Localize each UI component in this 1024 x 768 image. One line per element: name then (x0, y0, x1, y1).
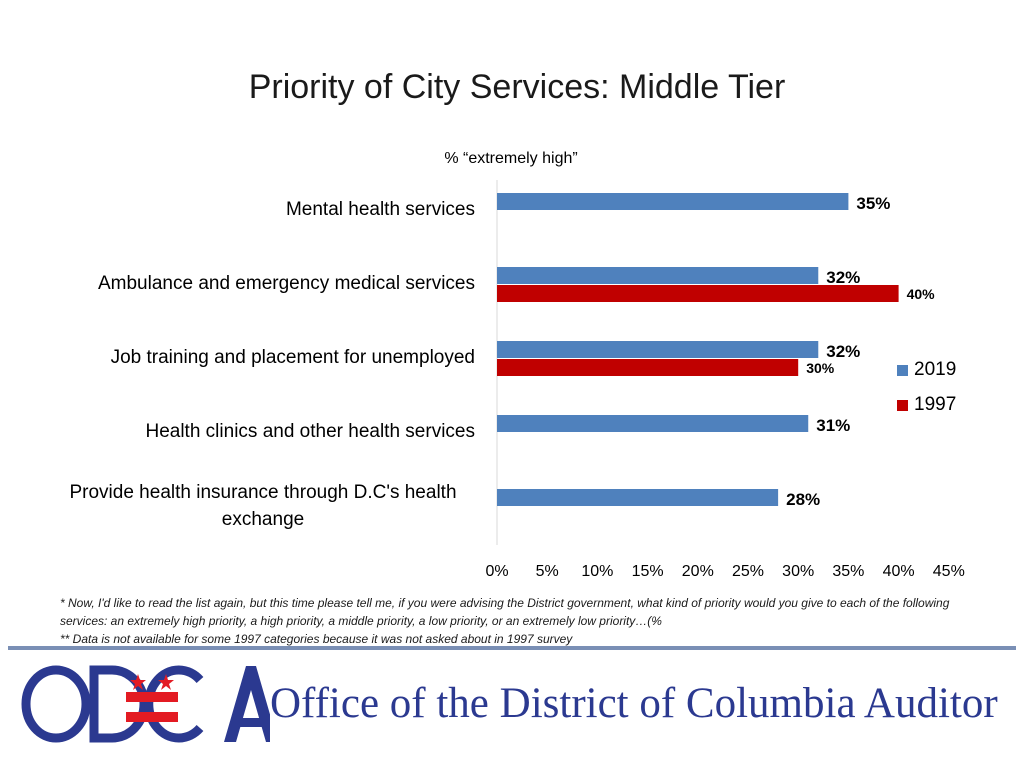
bar-2019 (497, 341, 819, 358)
x-tick-label: 20% (682, 563, 714, 580)
footer-rule (8, 646, 1016, 650)
footnotes: * Now, I'd like to read the list again, … (60, 594, 980, 648)
x-tick-label: 25% (732, 563, 764, 580)
category-label-health-insurance: Provide health insurance through D.C's h… (69, 482, 457, 530)
footnote-question: * Now, I'd like to read the list again, … (60, 596, 950, 628)
chart-subtitle: % “extremely high” (444, 150, 578, 167)
category-label-ambulance: Ambulance and emergency medical services (97, 273, 475, 294)
legend-label-1997: 1997 (914, 394, 957, 415)
bar-1997 (497, 285, 899, 302)
category-label-mental-health: Mental health services (285, 199, 475, 220)
legend-label-2019: 2019 (914, 359, 957, 380)
data-label-1997: 40% (907, 286, 936, 302)
chart-title: Priority of City Services: Middle Tier (248, 68, 786, 106)
x-tick-label: 30% (782, 563, 814, 580)
data-label-2019: 32% (826, 342, 860, 361)
legend-swatch-2019 (897, 365, 908, 376)
bar-2019 (497, 489, 779, 506)
category-label-job-training: Job training and placement for unemploye… (110, 347, 475, 368)
data-label-2019: 31% (816, 416, 850, 435)
x-tick-label: 35% (832, 563, 864, 580)
x-tick-label: 40% (883, 563, 915, 580)
x-tick-label: 10% (581, 563, 613, 580)
x-tick-label: 5% (536, 563, 559, 580)
data-label-1997: 30% (806, 360, 835, 376)
x-tick-label: 45% (933, 563, 965, 580)
bar-2019 (497, 193, 849, 210)
office-name: Office of the District of Columbia Audit… (270, 680, 998, 727)
bar-1997 (497, 359, 799, 376)
data-label-2019: 32% (826, 268, 860, 287)
bar-chart: 0% 5% 10% 15% 20% 25% 30% 35% 40% 45% 35% 32% 40% 32%… (485, 180, 965, 580)
bar-2019 (497, 415, 809, 432)
x-tick-label: 0% (485, 563, 508, 580)
x-tick-label: 15% (632, 563, 664, 580)
data-label-2019: 28% (786, 490, 820, 509)
bar-2019 (497, 267, 819, 284)
category-label-health-clinics: Health clinics and other health services (145, 421, 475, 442)
odca-logo (21, 665, 270, 743)
footnote-data-note: ** Data is not available for some 1997 c… (60, 632, 573, 646)
data-label-2019: 35% (856, 194, 890, 213)
legend-swatch-1997 (897, 400, 908, 411)
